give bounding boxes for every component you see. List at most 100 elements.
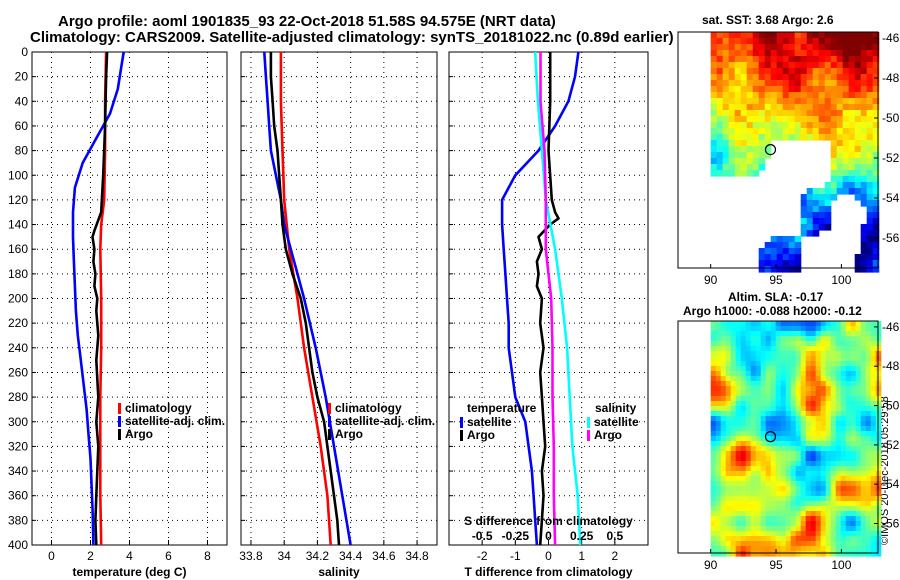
map-cell (872, 224, 880, 231)
map-cell (785, 376, 792, 382)
map-cell (760, 376, 767, 382)
map-cell (788, 110, 796, 117)
y-tick-label: 160 (8, 242, 28, 256)
map-cell (800, 516, 807, 522)
map-cell (818, 50, 826, 57)
map-cell (825, 346, 832, 352)
map-cell (710, 321, 717, 327)
map-cell (850, 331, 857, 337)
map-cell (720, 361, 727, 367)
map-cell (850, 516, 857, 522)
map-cell (750, 326, 757, 332)
map-cell (860, 188, 868, 195)
map-cell (860, 74, 868, 81)
map-cell (760, 341, 767, 347)
map-cell (845, 476, 852, 482)
map-cell (770, 98, 778, 105)
map-sst_map: 90 95 100-46-48-50-52-54-56 (677, 31, 900, 287)
map-cell (765, 436, 772, 442)
map-cell (835, 481, 842, 487)
map-y-tick-label: -52 (882, 438, 900, 452)
map-cell (745, 536, 752, 542)
map-cell (815, 481, 822, 487)
map-cell (800, 98, 808, 105)
map-cell (755, 541, 762, 547)
map-cell (812, 206, 820, 213)
map-cell (865, 456, 872, 462)
map-cell (760, 331, 767, 337)
map-cell (866, 254, 874, 261)
map-cell (830, 371, 837, 377)
map-cell (818, 32, 826, 39)
map-cell (725, 481, 732, 487)
map-cell (840, 421, 847, 427)
map-cell (750, 476, 757, 482)
map-cell (740, 546, 747, 552)
map-cell (872, 110, 880, 117)
map-cell (765, 471, 772, 477)
map-cell (734, 44, 742, 51)
map-cell (815, 351, 822, 357)
map-cell (730, 536, 737, 542)
map-cell (716, 32, 724, 39)
map-cell (710, 451, 717, 457)
map-cell (866, 236, 874, 243)
map-cell (848, 152, 856, 159)
map-cell (755, 421, 762, 427)
map-cell (830, 62, 838, 69)
map-cell (710, 381, 717, 387)
map-cell (764, 134, 772, 141)
map-cell (850, 546, 857, 552)
map-cell (750, 471, 757, 477)
map-cell (850, 416, 857, 422)
map-cell (866, 170, 874, 177)
map-cell (872, 170, 880, 177)
map-cell (752, 134, 760, 141)
map-cell (765, 501, 772, 507)
map-cell (765, 356, 772, 362)
map-cell (810, 456, 817, 462)
map-cell (710, 531, 717, 537)
map-cell (750, 441, 757, 447)
map-cell (734, 92, 742, 99)
map-cell (875, 551, 882, 557)
map-cell (794, 104, 802, 111)
map-cell (765, 516, 772, 522)
map-cell (835, 396, 842, 402)
map-cell (720, 526, 727, 532)
map-cell (842, 92, 850, 99)
map-cell (820, 401, 827, 407)
map-cell (770, 471, 777, 477)
y-tick-label: 140 (8, 218, 28, 232)
map-cell (842, 98, 850, 105)
map-cell (710, 80, 718, 87)
map-cell (810, 466, 817, 472)
map-cell (825, 456, 832, 462)
map-cell (830, 32, 838, 39)
map-cell (710, 521, 717, 527)
map-cell (818, 218, 826, 225)
map-cell (715, 536, 722, 542)
map-cell (760, 351, 767, 357)
map-cell (776, 98, 784, 105)
map-cell (855, 366, 862, 372)
map-cell (725, 326, 732, 332)
map-cell (860, 416, 867, 422)
map-cell (825, 486, 832, 492)
map-cell (800, 471, 807, 477)
map-cell (770, 486, 777, 492)
map-cell (770, 56, 778, 63)
map-cell (765, 386, 772, 392)
map-cell (745, 426, 752, 432)
map-cell (840, 531, 847, 537)
map-cell (788, 254, 796, 261)
map-cell (780, 436, 787, 442)
map-cell (785, 516, 792, 522)
map-cell (770, 122, 778, 129)
map-cell (835, 391, 842, 397)
map-cell (710, 516, 717, 522)
map-cell (755, 366, 762, 372)
map-cell (848, 164, 856, 171)
map-cell (725, 371, 732, 377)
map-cell (735, 416, 742, 422)
